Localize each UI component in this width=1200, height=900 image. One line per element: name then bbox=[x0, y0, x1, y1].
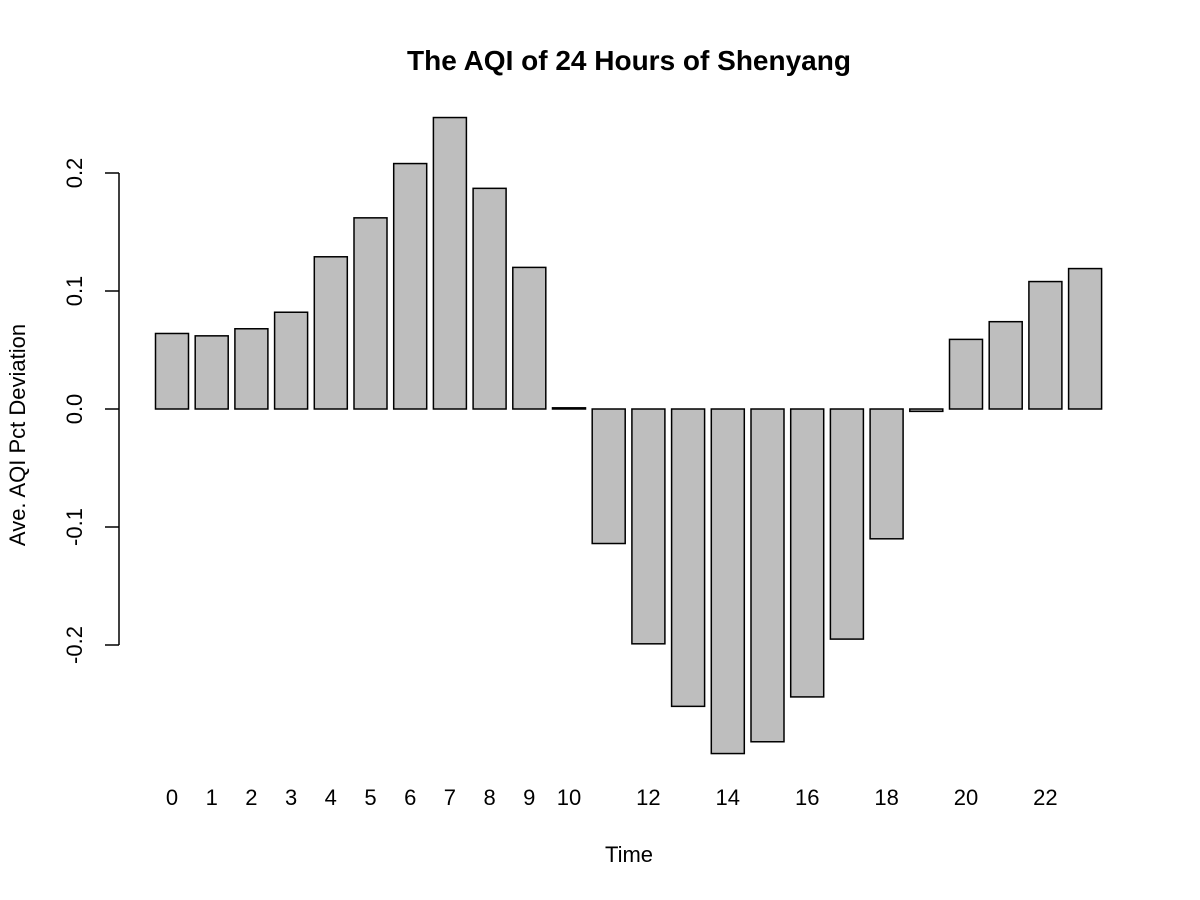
y-axis: -0.2 -0.1 0.0 0.1 0.2 bbox=[62, 158, 120, 664]
bar-hour-16 bbox=[789, 408, 825, 698]
bar-hour-23 bbox=[1067, 267, 1103, 410]
bar-hour-0 bbox=[154, 332, 190, 410]
x-tick-labels: 0 1 2 3 4 5 6 7 8 9 10 12 14 16 18 20 22 bbox=[166, 785, 1058, 810]
bar-hour-9 bbox=[512, 266, 547, 410]
bar-hour-7 bbox=[432, 116, 468, 410]
x-tick-label: 4 bbox=[325, 785, 337, 810]
bar-hour-1 bbox=[194, 335, 229, 410]
y-tick-label: -0.2 bbox=[62, 626, 87, 664]
bar-hour-19 bbox=[909, 408, 944, 413]
y-tick-label: 0.1 bbox=[62, 276, 87, 307]
x-tick-label: 2 bbox=[245, 785, 257, 810]
x-tick-label: 18 bbox=[874, 785, 898, 810]
x-tick-label: 16 bbox=[795, 785, 819, 810]
bar-hour-20 bbox=[948, 338, 984, 410]
bar-hour-10 bbox=[551, 407, 587, 410]
bar-hour-21 bbox=[988, 320, 1023, 410]
bar-hour-12 bbox=[631, 408, 666, 645]
bar-hour-22 bbox=[1028, 280, 1063, 410]
bar-hour-17 bbox=[829, 408, 865, 640]
bar-hour-5 bbox=[353, 217, 388, 410]
x-axis-label: Time bbox=[605, 842, 653, 867]
x-tick-label: 14 bbox=[716, 785, 740, 810]
bar-hour-4 bbox=[313, 256, 349, 410]
bar-hour-11 bbox=[591, 408, 626, 545]
y-tick-label: 0.2 bbox=[62, 158, 87, 189]
y-axis-label: Ave. AQI Pct Deviation bbox=[5, 324, 30, 546]
x-tick-label: 9 bbox=[523, 785, 535, 810]
bar-hour-2 bbox=[234, 328, 269, 410]
x-tick-label: 22 bbox=[1033, 785, 1057, 810]
y-tick-label: -0.1 bbox=[62, 508, 87, 546]
x-tick-label: 20 bbox=[954, 785, 978, 810]
bar-hour-14 bbox=[710, 408, 746, 755]
x-tick-label: 8 bbox=[483, 785, 495, 810]
x-tick-label: 10 bbox=[557, 785, 581, 810]
bar-hour-15 bbox=[750, 408, 785, 743]
x-tick-label: 6 bbox=[404, 785, 416, 810]
bar-hour-18 bbox=[869, 408, 904, 540]
x-tick-label: 12 bbox=[636, 785, 660, 810]
bars-group bbox=[154, 116, 1103, 755]
x-tick-label: 3 bbox=[285, 785, 297, 810]
bar-hour-13 bbox=[670, 408, 706, 708]
bar-hour-6 bbox=[392, 162, 428, 410]
x-tick-label: 5 bbox=[364, 785, 376, 810]
bar-hour-8 bbox=[472, 187, 507, 410]
chart-title: The AQI of 24 Hours of Shenyang bbox=[407, 45, 851, 76]
x-tick-label: 0 bbox=[166, 785, 178, 810]
y-tick-label: 0.0 bbox=[62, 394, 87, 425]
bar-hour-3 bbox=[273, 311, 309, 410]
x-tick-label: 7 bbox=[444, 785, 456, 810]
x-tick-label: 1 bbox=[206, 785, 218, 810]
